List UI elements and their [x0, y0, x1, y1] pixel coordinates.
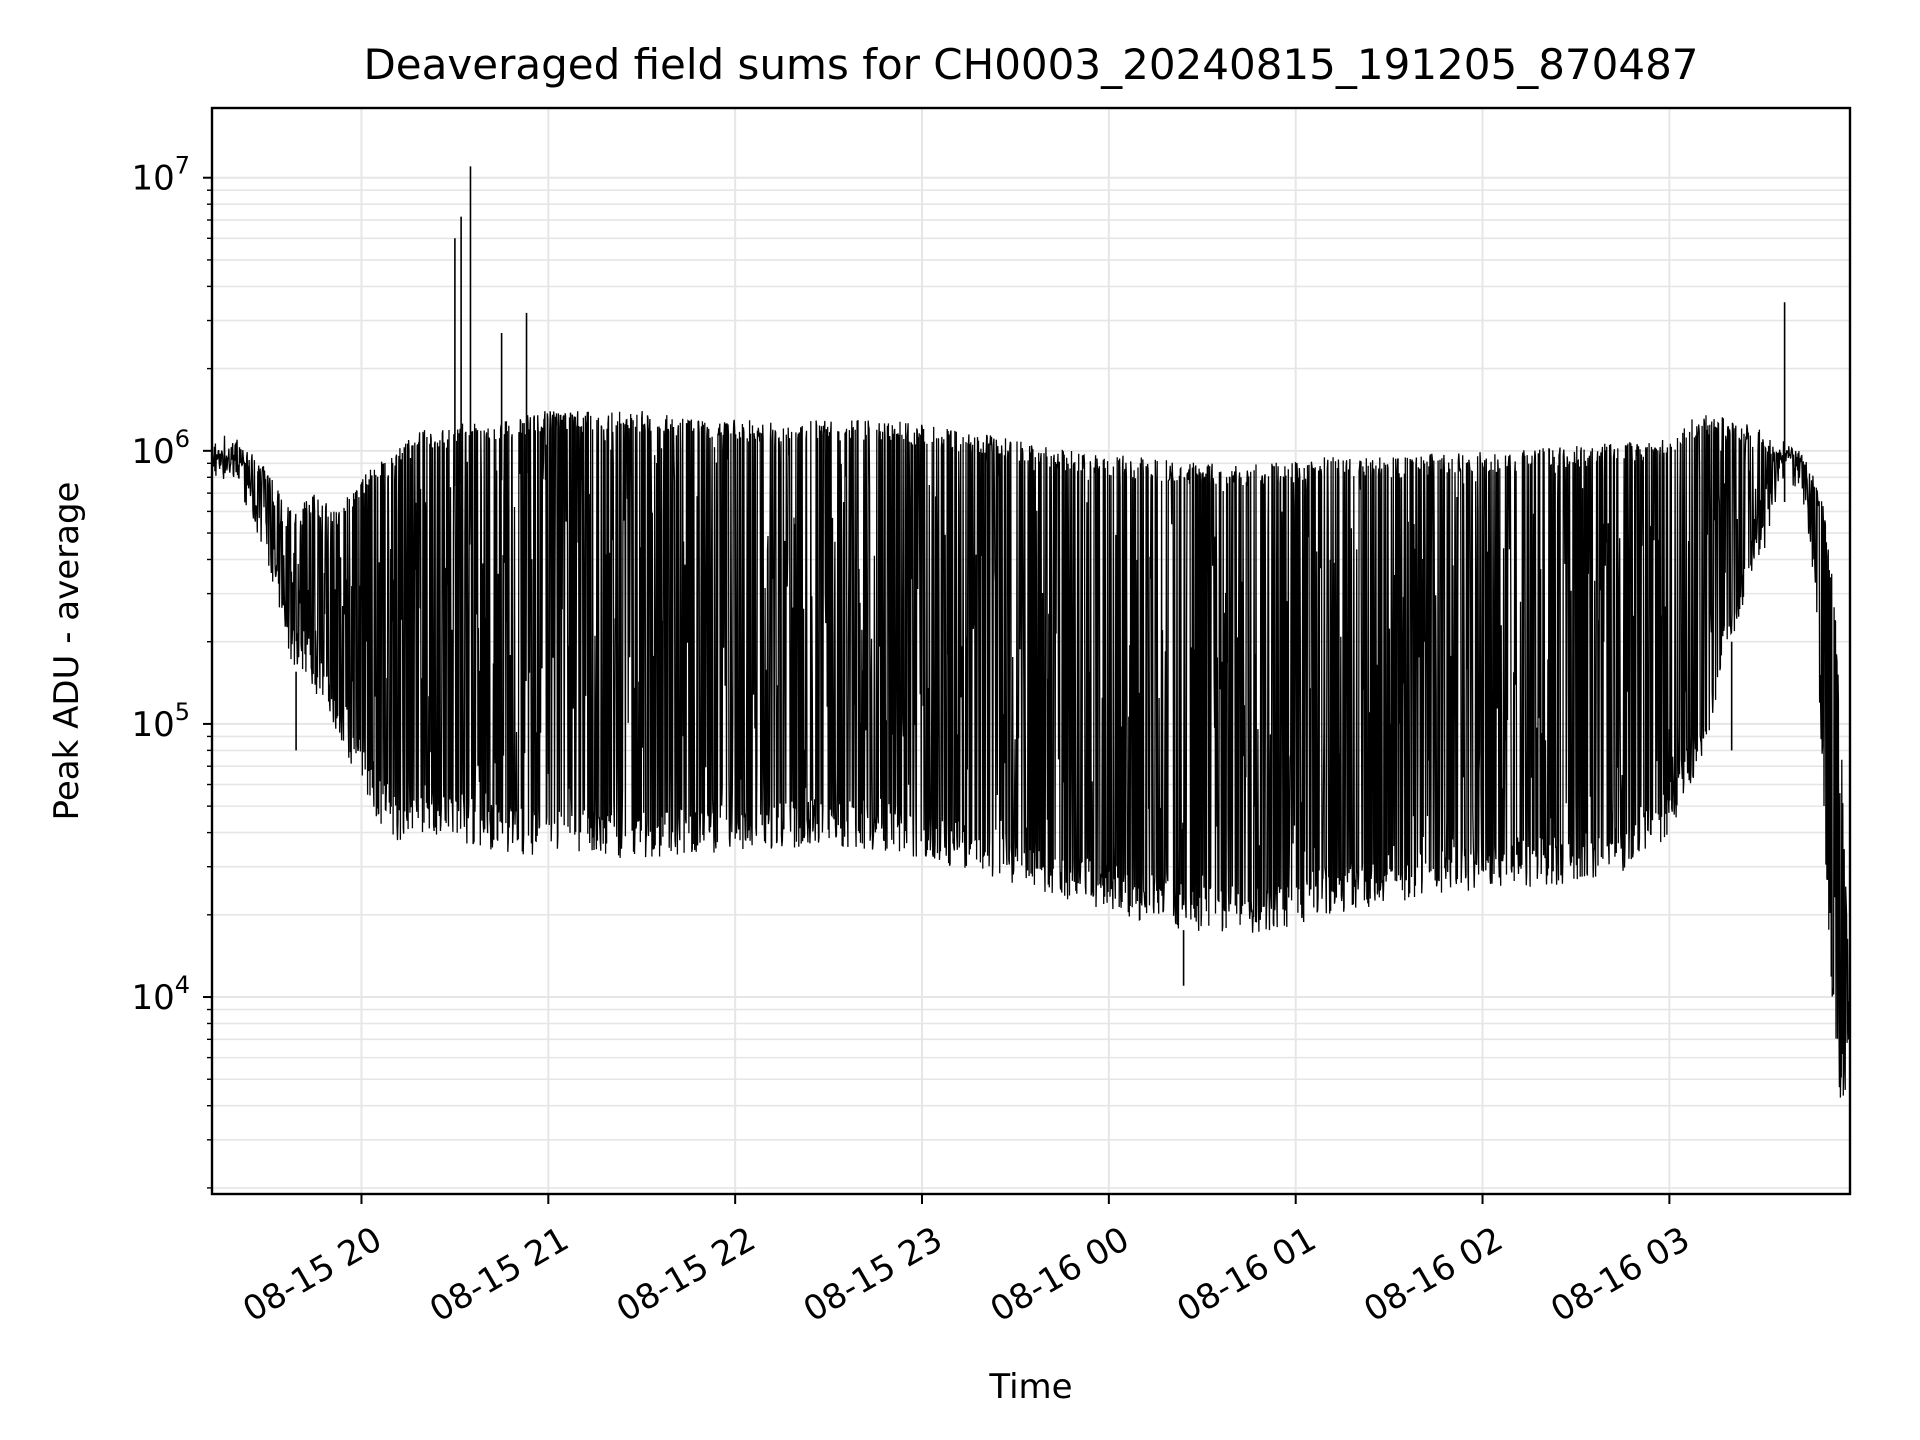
y-tick-base: 10: [131, 159, 174, 199]
series-line: [211, 411, 1851, 1098]
y-tick-label: 107: [131, 152, 190, 199]
y-tick-exponent: 5: [175, 698, 190, 726]
y-tick-label: 106: [131, 425, 190, 472]
chart-title: Deaveraged field sums for CH0003_2024081…: [363, 40, 1698, 89]
y-tick-base: 10: [131, 432, 174, 472]
y-tick-exponent: 7: [175, 152, 190, 180]
y-tick-base: 10: [131, 705, 174, 745]
plot-area: [211, 166, 1851, 1153]
y-axis-label: Peak ADU - average: [47, 482, 87, 821]
y-tick-exponent: 6: [175, 425, 190, 453]
y-tick-label: 105: [131, 698, 190, 745]
axes-frame: [210, 106, 1852, 1196]
y-tick-exponent: 4: [175, 971, 190, 999]
x-axis-label: Time: [988, 1367, 1072, 1407]
y-tick-label: 104: [131, 971, 190, 1018]
y-tick-base: 10: [131, 978, 174, 1018]
